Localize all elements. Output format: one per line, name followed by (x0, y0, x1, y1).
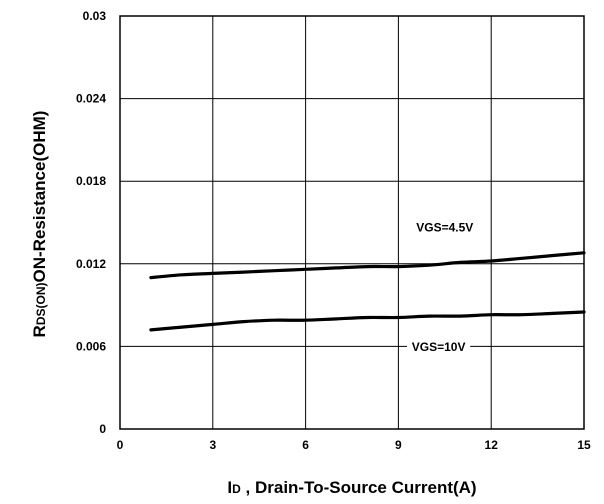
series-annotation: VGS=10V (412, 340, 466, 354)
y-axis-label: RDS(ON)ON-Resistance(OHM) (30, 111, 49, 338)
series-annotation: VGS=4.5V (416, 220, 473, 234)
annotation-background (407, 337, 471, 356)
y-tick-label: 0.024 (76, 92, 106, 106)
x-axis-label-rest: , Drain-To-Source Current(A) (241, 478, 477, 497)
x-tick-label: 12 (485, 438, 499, 452)
y-tick-label: 0.006 (76, 339, 106, 353)
y-axis-label-rest: ON-Resistance(OHM) (30, 111, 49, 283)
annotation-background (409, 217, 481, 236)
annotation-group: VGS=4.5V VGS=10V (407, 217, 481, 356)
series-line-vgs-10v (149, 310, 586, 332)
x-tick-label: 15 (577, 438, 591, 452)
y-axis-label-sub: DS(ON) (34, 282, 48, 325)
y-tick-label: 0.03 (83, 9, 107, 23)
x-axis-label: ID , Drain-To-Source Current(A) (227, 478, 476, 497)
y-tick-label: 0 (99, 422, 106, 436)
y-tick-label: 0.018 (76, 174, 106, 188)
x-axis-label-sub: D (232, 482, 241, 496)
x-tick-label: 9 (395, 438, 402, 452)
series-group (149, 251, 586, 332)
y-tick-label: 0.012 (76, 257, 106, 271)
x-tick-label: 0 (117, 438, 124, 452)
plot-area-frame (119, 15, 585, 430)
y-axis-label-main: R (30, 325, 49, 337)
x-tick-label: 6 (302, 438, 309, 452)
series-line-vgs-4-5v (149, 251, 586, 280)
x-tick-labels: 0 3 6 9 12 15 (117, 438, 591, 452)
x-tick-label: 3 (209, 438, 216, 452)
x-axis-label-main: I (227, 478, 232, 497)
y-tick-labels: 0 0.006 0.012 0.018 0.024 0.03 (76, 9, 106, 436)
grid (119, 15, 585, 430)
